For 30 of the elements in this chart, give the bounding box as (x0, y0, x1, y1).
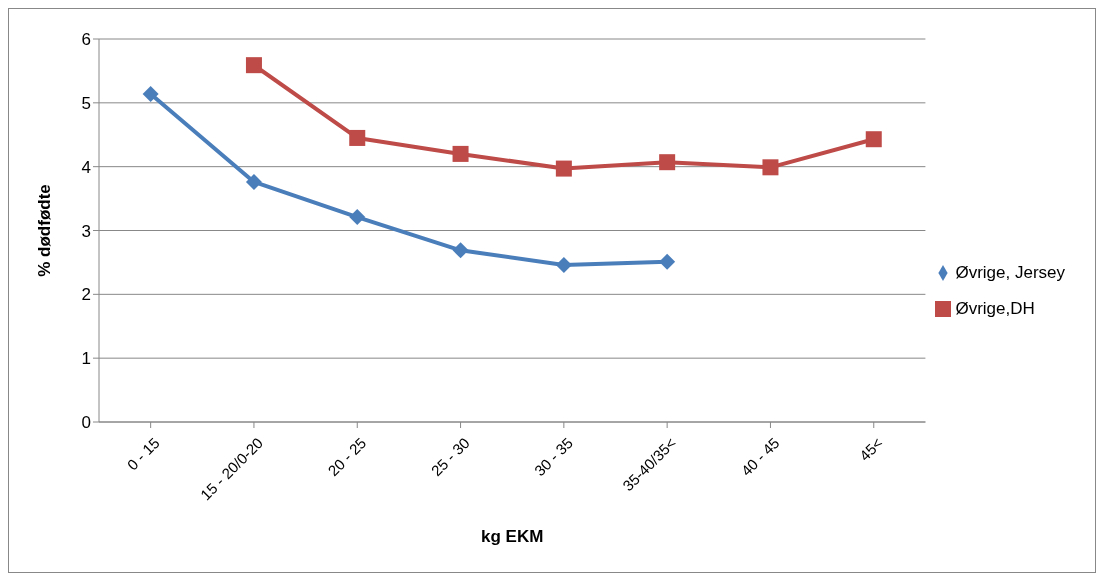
x-tick-label: 20 - 25 (324, 434, 370, 480)
y-tick-label: 3 (81, 221, 91, 241)
point (659, 154, 676, 171)
y-tick-label: 1 (81, 349, 91, 369)
point (555, 160, 572, 177)
y-tick-label: 6 (81, 30, 91, 50)
y-axis-title: % dødfødte (35, 184, 55, 277)
y-tick-label: 2 (81, 285, 91, 305)
x-axis-title: kg EKM (481, 527, 544, 546)
y-tick-label: 5 (81, 93, 91, 113)
point (245, 57, 262, 74)
point (142, 85, 159, 102)
point (659, 253, 676, 270)
point (349, 209, 366, 226)
point (452, 145, 469, 162)
point (762, 159, 779, 176)
x-tick-label: 30 - 35 (530, 434, 576, 480)
y-tick-label: 0 (81, 413, 91, 433)
y-tick-label: 4 (81, 157, 91, 177)
point (555, 256, 572, 273)
point (865, 131, 882, 148)
x-tick-label: 40 - 45 (737, 434, 783, 480)
point (245, 173, 262, 190)
point (349, 129, 366, 146)
x-tick-label: 45< (855, 433, 887, 465)
legend-label: Øvrige, Jersey (955, 262, 1065, 282)
point (452, 242, 469, 259)
x-tick-label: 25 - 30 (427, 434, 473, 480)
legend-label: Øvrige,DH (955, 298, 1035, 318)
x-tick-label: 0 - 15 (123, 434, 163, 474)
